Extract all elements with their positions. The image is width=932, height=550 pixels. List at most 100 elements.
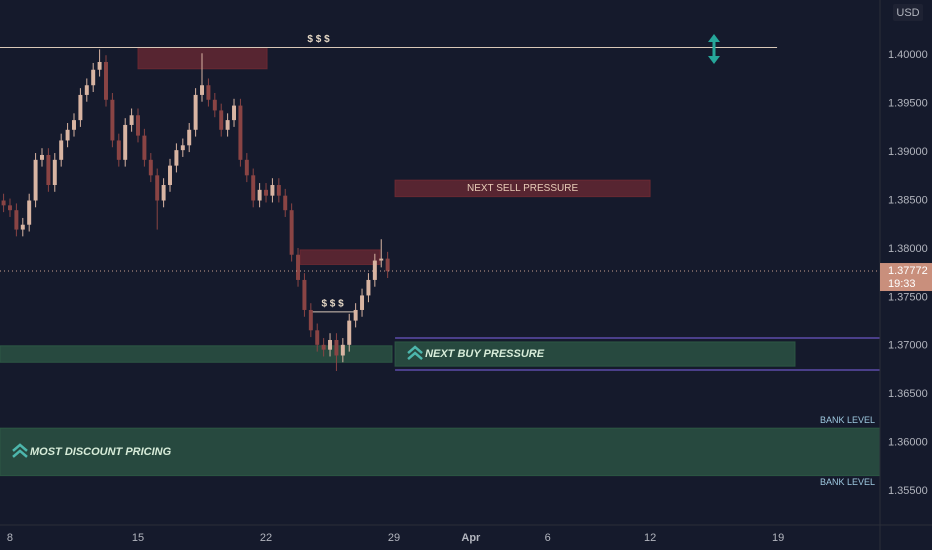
candle-body xyxy=(136,115,140,136)
zone xyxy=(394,179,651,198)
candle-body xyxy=(257,189,262,201)
price-badge xyxy=(880,263,932,292)
candle-body xyxy=(33,159,38,201)
candle-body xyxy=(72,120,76,130)
candle-body xyxy=(174,150,179,166)
currency: USD xyxy=(896,7,919,19)
zone xyxy=(0,427,881,477)
zone-label: NEXT SELL PRESSURE xyxy=(467,183,578,194)
candle-body xyxy=(302,279,307,310)
x-tick-label: Apr xyxy=(461,532,481,544)
zone-label: NEXT BUY PRESSURE xyxy=(425,348,545,360)
bank-level-label: BANK LEVEL xyxy=(820,477,875,487)
y-tick-label: 1.36500 xyxy=(888,388,928,400)
x-tick-label: 6 xyxy=(545,532,551,544)
candle-body xyxy=(104,61,108,100)
candle-body xyxy=(110,99,115,141)
candle-body xyxy=(187,129,192,146)
candle-body xyxy=(180,145,185,151)
bank-level-label: BANK LEVEL xyxy=(820,415,875,425)
x-tick-label: 12 xyxy=(644,532,656,544)
candle-body xyxy=(206,85,211,100)
x-tick-label: 29 xyxy=(388,532,400,544)
candle-body xyxy=(232,105,237,121)
chevron-icon xyxy=(12,443,28,458)
candle-body xyxy=(212,99,217,111)
zone xyxy=(0,345,393,363)
candle-body xyxy=(161,185,166,201)
candle-body xyxy=(283,195,288,211)
candle-body xyxy=(340,344,345,356)
y-tick-label: 1.39500 xyxy=(888,98,928,110)
candle-body xyxy=(155,175,160,201)
candle-body xyxy=(289,210,294,255)
candle-body xyxy=(315,330,320,345)
candle-body xyxy=(219,110,224,130)
candle-body xyxy=(8,205,12,211)
y-tick-label: 1.37500 xyxy=(888,291,928,303)
candle-body xyxy=(321,344,326,350)
y-tick-label: 1.38000 xyxy=(888,243,928,255)
candle-body xyxy=(40,154,44,160)
countdown: 19:33 xyxy=(888,278,916,290)
candle-body xyxy=(308,309,313,331)
candle-body xyxy=(97,61,102,70)
candle-body xyxy=(264,189,269,196)
plot-area: MOST DISCOUNT PRICING NEXT BUY PRESSURE NE… xyxy=(0,34,881,487)
candle-body xyxy=(353,309,358,321)
candle-body xyxy=(334,339,339,356)
x-tick-label: 22 xyxy=(260,532,272,544)
zone-label: MOST DISCOUNT PRICING xyxy=(30,446,172,458)
candle-body xyxy=(385,258,390,272)
level-label: $ $ $ xyxy=(307,34,330,45)
zone xyxy=(394,341,796,367)
candle-body xyxy=(251,175,256,201)
level-label: $ $ $ xyxy=(321,299,344,310)
candle-body xyxy=(84,85,89,95)
candle-body xyxy=(116,140,121,160)
candle-body xyxy=(59,140,64,160)
candle-body xyxy=(27,200,32,225)
candle-body xyxy=(123,124,128,160)
y-tick-label: 1.35500 xyxy=(888,485,928,497)
candle-body xyxy=(1,200,6,206)
x-tick-label: 19 xyxy=(772,532,784,544)
candle-body xyxy=(168,165,172,186)
candle-body xyxy=(91,69,96,86)
candle-body xyxy=(129,115,134,125)
candle-body xyxy=(244,159,249,176)
candle-body xyxy=(65,129,70,141)
candle-body xyxy=(148,159,153,176)
candle-body xyxy=(360,295,365,310)
zone xyxy=(299,249,381,265)
candle-body xyxy=(14,210,19,230)
candle-body xyxy=(328,339,333,350)
y-tick-label: 1.36000 xyxy=(888,437,928,449)
y-tick-label: 1.39000 xyxy=(888,146,928,158)
candle-body xyxy=(296,254,301,280)
candle-body xyxy=(238,105,243,160)
x-tick-label: 8 xyxy=(7,532,13,544)
zone xyxy=(137,46,268,70)
candle-body xyxy=(78,94,83,121)
resize-arrow xyxy=(708,34,720,64)
y-tick-label: 1.37000 xyxy=(888,340,928,352)
candle-body xyxy=(52,159,57,186)
candle-body xyxy=(379,258,384,261)
x-tick-label: 15 xyxy=(132,532,144,544)
current-price-label: 1.37772 xyxy=(888,265,928,277)
candle-body xyxy=(193,94,198,130)
candle-body xyxy=(347,320,352,345)
y-tick-label: 1.38500 xyxy=(888,194,928,206)
candle-body xyxy=(20,224,25,230)
y-tick-label: 1.40000 xyxy=(888,49,928,61)
currency-badge xyxy=(893,4,923,21)
candle-body xyxy=(200,85,204,95)
candle-body xyxy=(142,135,147,160)
chevron-icon xyxy=(407,345,423,360)
candle-body xyxy=(225,120,230,130)
candle-body xyxy=(372,260,377,280)
candle-body xyxy=(276,185,281,196)
